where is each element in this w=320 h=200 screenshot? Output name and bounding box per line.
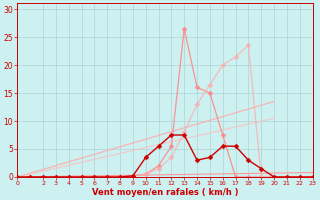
X-axis label: Vent moyen/en rafales ( km/h ): Vent moyen/en rafales ( km/h ) [92,188,238,197]
